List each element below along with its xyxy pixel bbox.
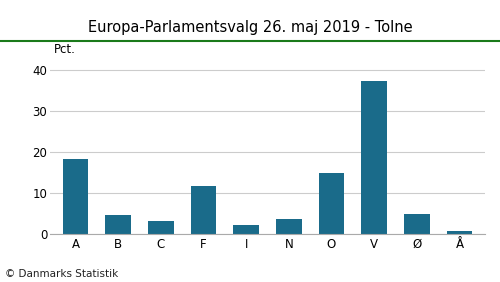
Bar [318, 173, 344, 234]
Bar [63, 159, 88, 234]
Text: Europa-Parlamentsvalg 26. maj 2019 - Tolne: Europa-Parlamentsvalg 26. maj 2019 - Tol… [88, 20, 412, 35]
Bar [276, 219, 301, 234]
Text: Pct.: Pct. [54, 43, 76, 56]
Bar [106, 215, 131, 234]
Bar [404, 214, 429, 234]
Bar [190, 186, 216, 234]
Bar [362, 81, 387, 234]
Text: © Danmarks Statistik: © Danmarks Statistik [5, 269, 118, 279]
Bar [234, 225, 259, 234]
Bar [446, 231, 472, 234]
Bar [148, 221, 174, 234]
